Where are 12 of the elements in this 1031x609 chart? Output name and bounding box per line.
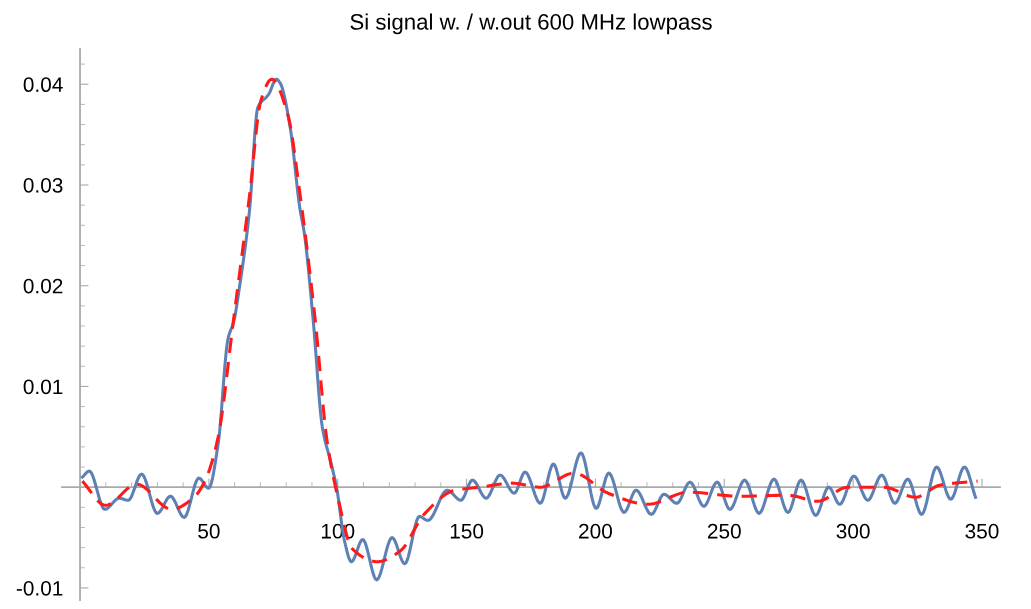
x-tick-label: 200	[579, 523, 612, 539]
x-tick-label: 250	[707, 523, 741, 539]
y-tick-label: 0.01	[23, 379, 63, 395]
x-tick-label: 150	[450, 523, 484, 539]
y-tick-label: 0.02	[23, 278, 63, 294]
y-tick-label: 0.03	[23, 177, 63, 193]
x-tick-label: 300	[836, 523, 870, 539]
y-tick-label: -0.01	[16, 580, 63, 596]
x-tick-label: 350	[965, 523, 999, 539]
y-tick-label: 0.04	[23, 77, 63, 93]
chart-title: Si signal w. / w.out 600 MHz lowpass	[350, 13, 712, 35]
x-tick-label: 50	[198, 523, 220, 539]
